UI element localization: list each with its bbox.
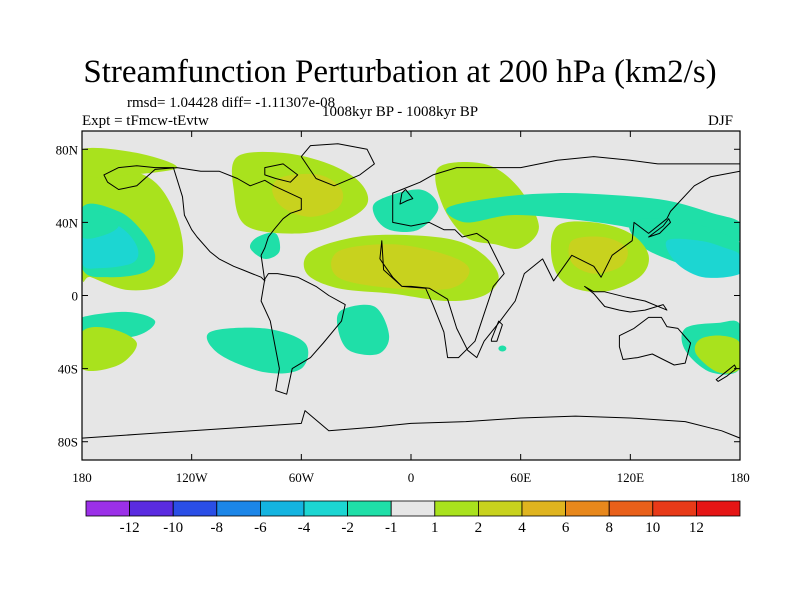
y-tick-label: 40N — [56, 215, 79, 230]
period-label: 1008kyr BP - 1008kyr BP — [322, 104, 479, 120]
colorbar-swatch — [696, 500, 741, 517]
colorbar-label: -8 — [211, 520, 224, 536]
colorbar: -12 -10 -8 -6 -4 -2 -1 1 2 4 6 8 10 12 — [85, 500, 741, 536]
colorbar-label: 12 — [689, 520, 704, 536]
colorbar-swatch — [259, 500, 305, 517]
colorbar-label: -6 — [254, 520, 267, 536]
x-tick-label: 120W — [176, 470, 209, 485]
y-tick-label: 40S — [58, 362, 78, 377]
colorbar-swatch — [85, 500, 130, 517]
colorbar-swatch — [434, 500, 479, 517]
contour-s-america-trough — [206, 327, 309, 374]
x-tick-label: 60E — [510, 470, 531, 485]
map-coastlines — [82, 143, 740, 460]
coastline-south-america — [260, 273, 346, 395]
contour-n-pacific-positive-strip — [82, 147, 178, 178]
coastline-africa-eurasia — [379, 156, 740, 359]
season-label: DJF — [708, 113, 734, 129]
colorbar-label: 6 — [562, 520, 570, 536]
x-tick-label: 60W — [289, 470, 315, 485]
colorbar-label: -1 — [385, 520, 398, 536]
y-tick-label: 0 — [72, 289, 79, 304]
coastline-australia — [618, 316, 692, 366]
colorbar-swatch — [477, 500, 523, 517]
colorbar-label: -10 — [163, 520, 183, 536]
colorbar-swatch — [608, 500, 654, 517]
contour-n-atlantic-africa-ridge-core — [331, 244, 470, 291]
colorbar-swatch — [172, 500, 218, 517]
colorbar-label: 2 — [475, 520, 483, 536]
colorbar-label: 8 — [605, 520, 613, 536]
chart-title: Streamfunction Perturbation at 200 hPa (… — [83, 54, 717, 90]
x-tick-label: 120E — [617, 470, 645, 485]
contour-australia-trough-core — [694, 335, 740, 374]
coastline-antarctica — [82, 410, 740, 460]
colorbar-swatch — [216, 500, 261, 517]
contour-asia-positive-core — [568, 236, 628, 274]
contour-se-atlantic-spot — [498, 345, 507, 352]
colorbar-swatch — [347, 500, 392, 517]
map-axes: 180 120W 60W 0 60E 120E 180 80N 40N 0 40S 80S — [56, 131, 750, 485]
y-tick-label: 80S — [58, 435, 78, 450]
contour-w-pacific-trough-inner — [665, 238, 740, 278]
colorbar-label: 1 — [431, 520, 439, 536]
coastline-baffin — [264, 163, 299, 183]
contour-s-atlantic-trough — [336, 304, 390, 356]
coastline-north-america — [103, 165, 302, 282]
coastline-madagascar — [490, 320, 503, 342]
colorbar-label: 10 — [645, 520, 660, 536]
colorbar-swatch — [521, 500, 566, 517]
colorbar-swatch — [390, 500, 436, 517]
colorbar-swatch — [652, 500, 697, 517]
colorbar-label: 4 — [518, 520, 526, 536]
coastline-greenland — [300, 143, 375, 187]
colorbar-swatch — [303, 500, 348, 517]
coastline-japan — [648, 218, 671, 238]
stats-label: rmsd= 1.04428 diff= -1.11307e-08 — [127, 95, 336, 111]
contour-n-atlantic-trough — [372, 189, 439, 233]
contour-s-pacific-ridge — [82, 327, 137, 371]
y-tick-label: 80N — [56, 142, 79, 157]
x-tick-label: 180 — [730, 470, 750, 485]
x-tick-label: 0 — [408, 470, 415, 485]
contour-n-america-positive-core — [272, 173, 344, 217]
coastline-indonesia — [584, 285, 668, 313]
coastline-britain — [399, 189, 414, 205]
colorbar-swatch — [129, 500, 174, 517]
map-fields — [82, 147, 740, 375]
colorbar-swatch — [565, 500, 610, 517]
experiment-label: Expt = tFmcw-tEvtw — [82, 113, 209, 129]
colorbar-label: -12 — [120, 520, 140, 536]
x-tick-label: 180 — [72, 470, 92, 485]
contour-n-pacific-neutral-bubble — [82, 208, 119, 239]
colorbar-label: -2 — [341, 520, 354, 536]
colorbar-label: -4 — [298, 520, 311, 536]
